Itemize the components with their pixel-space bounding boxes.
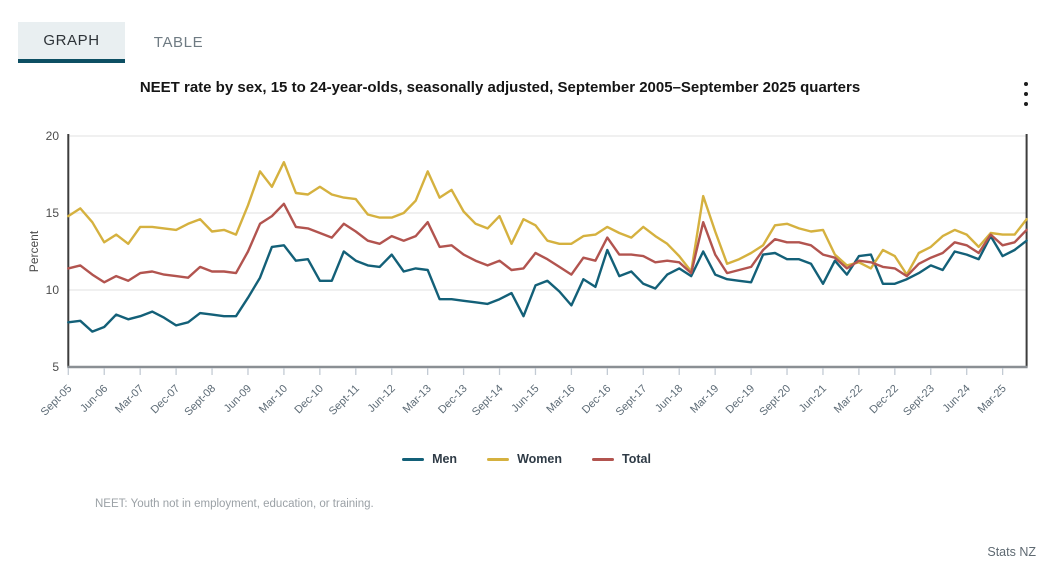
x-tick-label: Dec-07 <box>149 383 183 417</box>
legend-item-men[interactable]: Men <box>402 452 457 466</box>
y-tick-label: 15 <box>46 206 60 220</box>
attribution: Stats NZ <box>987 545 1036 559</box>
x-tick-label: Dec-16 <box>580 383 614 417</box>
y-tick-label: 20 <box>46 129 60 143</box>
x-tick-label: Dec-22 <box>867 383 901 417</box>
men-line-swatch-icon <box>402 457 425 461</box>
women-line <box>67 160 1028 276</box>
x-tick-label: Jun-21 <box>797 383 829 415</box>
y-axis-title: Percent <box>27 230 41 272</box>
legend: Men Women Total <box>0 452 1053 466</box>
x-tick-label: Mar-13 <box>401 383 434 416</box>
x-tick-label: Sept-11 <box>327 383 362 418</box>
legend-item-women[interactable]: Women <box>487 452 562 466</box>
x-tick-label: Jun-18 <box>653 383 685 415</box>
kebab-dot <box>1024 82 1028 86</box>
x-tick-label: Jun-06 <box>78 383 110 415</box>
x-tick-label: Dec-10 <box>292 383 326 417</box>
legend-label-women: Women <box>517 452 562 466</box>
x-tick-label: Jun-09 <box>222 383 254 415</box>
x-tick-label: Sept-14 <box>470 383 506 419</box>
x-tick-label: Jun-15 <box>509 383 541 415</box>
x-tick-label: Dec-13 <box>436 383 470 417</box>
x-tick-label: Mar-07 <box>113 383 146 416</box>
x-tick-label: Sept-08 <box>182 383 218 419</box>
tab-bar: GRAPH TABLE <box>18 22 232 63</box>
kebab-menu-icon[interactable] <box>1018 81 1034 107</box>
x-tick-label: Sept-05 <box>39 383 75 419</box>
kebab-dot <box>1024 102 1028 106</box>
men-line <box>67 234 1028 333</box>
kebab-dot <box>1024 92 1028 96</box>
y-tick-label: 10 <box>46 283 60 297</box>
x-tick-label: Mar-22 <box>832 383 865 416</box>
x-tick-label: Dec-19 <box>724 383 758 417</box>
x-tick-label: Mar-19 <box>688 383 721 416</box>
x-tick-label: Jun-24 <box>941 383 973 415</box>
x-tick-label: Jun-12 <box>366 383 398 415</box>
x-tick-label: Mar-10 <box>257 383 290 416</box>
x-tick-label: Sept-20 <box>757 383 793 419</box>
footnote: NEET: Youth not in employment, education… <box>95 498 374 510</box>
page-title: NEET rate by sex, 15 to 24-year-olds, se… <box>139 79 861 96</box>
tab-table[interactable]: TABLE <box>153 34 204 51</box>
legend-label-total: Total <box>621 452 651 466</box>
women-line-swatch-icon <box>487 457 510 461</box>
total-line <box>67 202 1028 284</box>
tab-graph[interactable]: GRAPH <box>18 22 125 63</box>
legend-label-men: Men <box>432 452 458 466</box>
x-tick-label: Sept-17 <box>614 383 650 419</box>
x-tick-label: Mar-16 <box>544 383 577 416</box>
total-line-swatch-icon <box>591 457 614 461</box>
x-tick-label: Mar-25 <box>976 383 1009 416</box>
y-tick-label: 5 <box>52 360 59 374</box>
x-tick-label: Sept-23 <box>901 383 937 419</box>
legend-item-total[interactable]: Total <box>591 452 651 466</box>
